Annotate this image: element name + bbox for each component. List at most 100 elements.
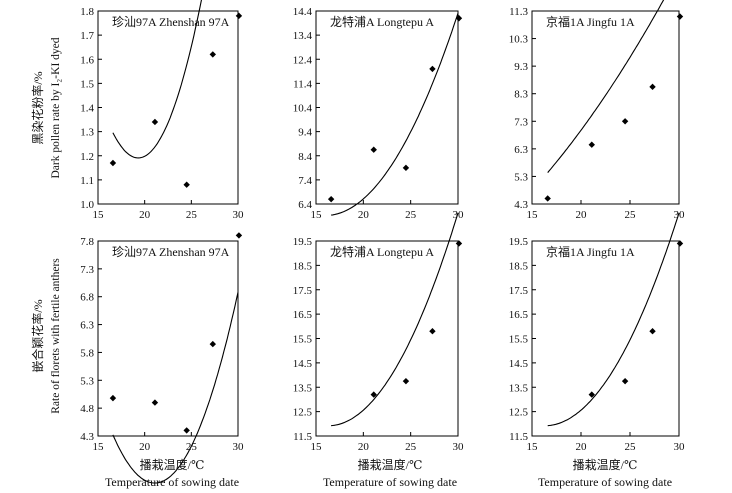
data-point xyxy=(402,377,410,385)
y-tick-label: 18.5 xyxy=(509,260,529,272)
xlabel-cn: 播栽温度/℃ xyxy=(140,457,205,472)
y-tick-label: 1.4 xyxy=(80,103,94,115)
y-tick-label: 4.3 xyxy=(514,199,528,211)
data-point xyxy=(621,377,629,385)
y-tick-label: 1.1 xyxy=(80,175,94,187)
data-point xyxy=(209,51,216,58)
x-tick-label: 15 xyxy=(311,209,323,221)
data-point xyxy=(109,394,117,402)
y-tick-label: 19.5 xyxy=(293,236,313,248)
ylabel-bottom-cn: 嵌合颖花率/% xyxy=(30,299,45,372)
x-tick-label: 15 xyxy=(311,441,323,453)
y-tick-label: 1.0 xyxy=(80,199,94,211)
panel-6: 15 20 25 30 11.5 12.5 13.5 14.5 15.5 16.5 17.5 18.5… xyxy=(509,212,686,453)
x-tick-label: 25 xyxy=(625,209,637,221)
fit-curve xyxy=(331,212,459,427)
y-tick-label: 17.5 xyxy=(293,285,313,297)
plot-frame xyxy=(97,10,239,205)
y-tick-label: 5.3 xyxy=(514,171,528,183)
x-tick-label: 20 xyxy=(576,441,588,453)
y-tick-label: 14.4 xyxy=(293,6,313,18)
xlabel-col2: 播栽温度/℃ Temperature of sowing date xyxy=(323,457,457,489)
panel-title: 珍汕97A Zhenshan 97A xyxy=(112,15,230,29)
y-tick-label: 7.4 xyxy=(298,175,312,187)
y-tick-label: 10.3 xyxy=(509,34,529,46)
y-tick-label: 4.3 xyxy=(80,431,94,443)
data-point xyxy=(327,195,335,203)
y-tick-label: 11.4 xyxy=(293,78,312,90)
y-tick-label: 5.3 xyxy=(80,375,94,387)
x-tick-label: 30 xyxy=(233,209,245,221)
y-tick-label: 5.8 xyxy=(80,347,94,359)
panels-group: 15 20 25 30 1.0 1.1 1.2 1.3 1.4 1.5 1.6 1.7 1.8 珍汕97A… xyxy=(80,0,686,484)
data-point xyxy=(183,427,190,434)
x-tick-label: 25 xyxy=(186,441,198,453)
y-tick-label: 16.5 xyxy=(293,309,313,321)
x-tick-label: 20 xyxy=(358,209,370,221)
y-tick-label: 6.4 xyxy=(298,199,312,211)
x-tick-label: 30 xyxy=(674,441,686,453)
ylabel-bottom: 嵌合颖花率/% Rate of florets with fertile ant… xyxy=(30,258,62,414)
data-point xyxy=(370,391,377,398)
panel-1: 15 20 25 30 1.0 1.1 1.2 1.3 1.4 1.5 1.6 1.7 1.8 珍汕97A… xyxy=(80,0,244,221)
y-tick-label: 8.3 xyxy=(514,89,528,101)
y-tick-label: 9.3 xyxy=(514,61,528,73)
panel-title: 京福1A Jingfu 1A xyxy=(546,14,635,29)
y-tick-label: 4.8 xyxy=(80,403,94,415)
x-tick-label: 30 xyxy=(233,441,245,453)
data-point xyxy=(588,391,595,398)
xlabel-col3: 播栽温度/℃ Temperature of sowing date xyxy=(538,457,672,489)
data-point xyxy=(429,327,436,335)
plot-frame xyxy=(315,240,459,437)
ylabel-top: 黑染花粉率/% Dark pollen rate by I₂-KI dyed xyxy=(30,37,62,178)
data-point xyxy=(235,12,243,20)
xlabel-col1: 播栽温度/℃ Temperature of sowing date xyxy=(105,457,239,489)
plot-frame xyxy=(531,240,680,437)
panel-title: 京福1A Jingfu 1A xyxy=(546,244,635,259)
ylabel-bottom-en: Rate of florets with fertile anthers xyxy=(50,258,62,414)
y-tick-label: 19.5 xyxy=(509,236,529,248)
data-point xyxy=(621,118,629,125)
y-tick-label: 7.3 xyxy=(80,264,94,276)
x-tick-label: 20 xyxy=(358,441,370,453)
x-tick-label: 25 xyxy=(625,441,637,453)
data-point xyxy=(370,146,377,153)
panel-title: 龙特浦A Longtepu A xyxy=(330,14,434,29)
y-tick-label: 11.5 xyxy=(509,431,528,443)
y-tick-label: 15.5 xyxy=(509,334,529,346)
y-tick-label: 16.5 xyxy=(509,309,529,321)
xlabel-en: Temperature of sowing date xyxy=(538,475,672,489)
y-tick-label: 6.8 xyxy=(80,292,94,304)
x-tick-label: 30 xyxy=(453,209,465,221)
data-point xyxy=(544,195,551,202)
y-tick-label: 1.2 xyxy=(80,151,94,163)
y-tick-label: 14.5 xyxy=(293,358,313,370)
y-tick-label: 7.8 xyxy=(80,236,94,248)
y-tick-label: 12.5 xyxy=(293,407,313,419)
data-point xyxy=(183,181,190,188)
x-tick-label: 25 xyxy=(405,209,417,221)
y-tick-label: 1.6 xyxy=(80,54,94,66)
x-tick-label: 15 xyxy=(93,209,105,221)
y-tick-label: 13.4 xyxy=(293,30,313,42)
x-tick-label: 15 xyxy=(527,209,539,221)
fit-curve xyxy=(112,0,202,159)
x-tick-label: 20 xyxy=(139,209,151,221)
y-tick-label: 1.5 xyxy=(80,78,94,90)
y-tick-label: 6.3 xyxy=(80,320,94,332)
y-tick-label: 11.5 xyxy=(293,431,312,443)
data-point xyxy=(209,340,216,348)
ylabel-top-cn: 黑染花粉率/% xyxy=(30,71,45,144)
plot-frame xyxy=(531,10,680,205)
data-point xyxy=(676,13,684,20)
data-point xyxy=(109,159,117,167)
y-tick-label: 9.4 xyxy=(298,127,312,139)
ylabel-top-en: Dark pollen rate by I₂-KI dyed xyxy=(50,37,62,178)
data-point xyxy=(151,399,159,406)
x-tick-label: 20 xyxy=(576,209,588,221)
y-tick-label: 8.4 xyxy=(298,151,312,163)
data-point xyxy=(649,83,656,91)
y-tick-label: 15.5 xyxy=(293,334,313,346)
panel-3: 15 20 25 30 4.3 5.3 6.3 7.3 8.3 9.3 10.3 11.3 京福1A J… xyxy=(509,0,685,221)
